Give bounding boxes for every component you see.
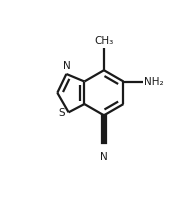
Text: N: N — [63, 61, 71, 71]
Text: S: S — [58, 108, 65, 118]
Text: CH₃: CH₃ — [94, 36, 113, 46]
Text: NH₂: NH₂ — [144, 77, 164, 86]
Text: N: N — [100, 152, 108, 162]
